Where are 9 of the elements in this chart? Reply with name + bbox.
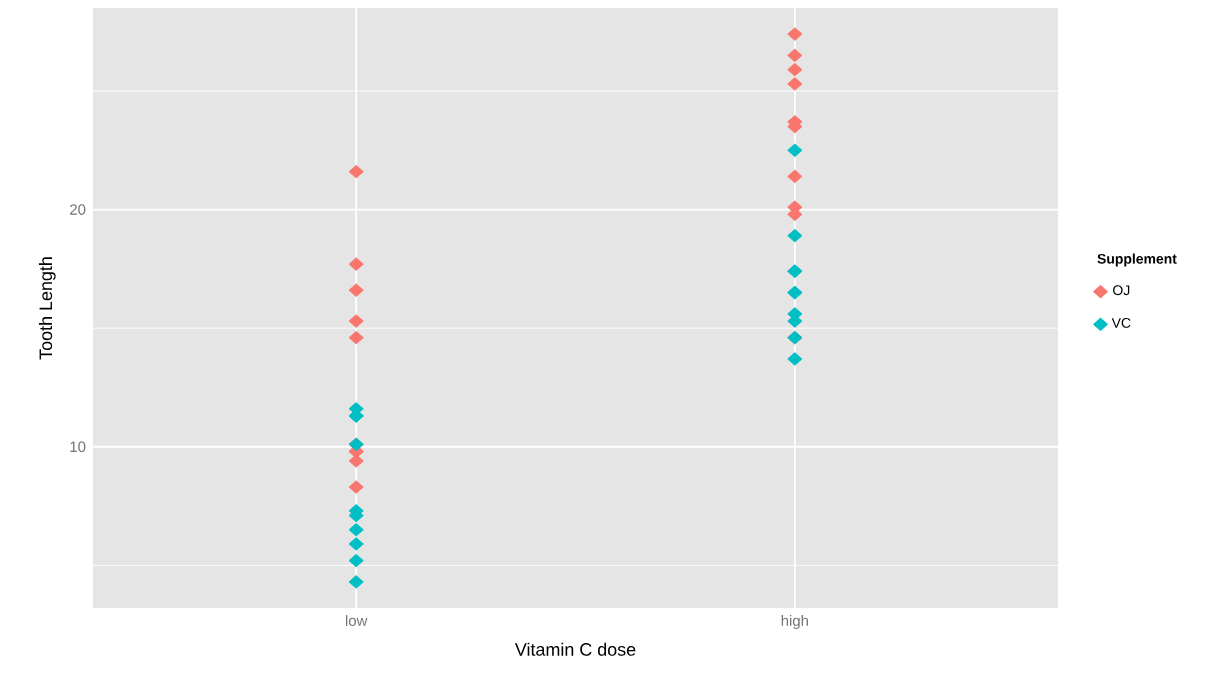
x-tick-label: high xyxy=(781,615,808,629)
x-axis-title: Vitamin C dose xyxy=(514,642,636,656)
x-tick-label: low xyxy=(345,615,368,627)
legend-title: Supplement xyxy=(1097,253,1177,267)
legend-label: OJ xyxy=(1113,285,1130,296)
legend-label: VC xyxy=(1111,318,1131,328)
y-axis-title: Tooth Length xyxy=(38,257,56,360)
y-tick-label: 10 xyxy=(70,441,86,453)
y-tick-label: 20 xyxy=(70,204,86,215)
